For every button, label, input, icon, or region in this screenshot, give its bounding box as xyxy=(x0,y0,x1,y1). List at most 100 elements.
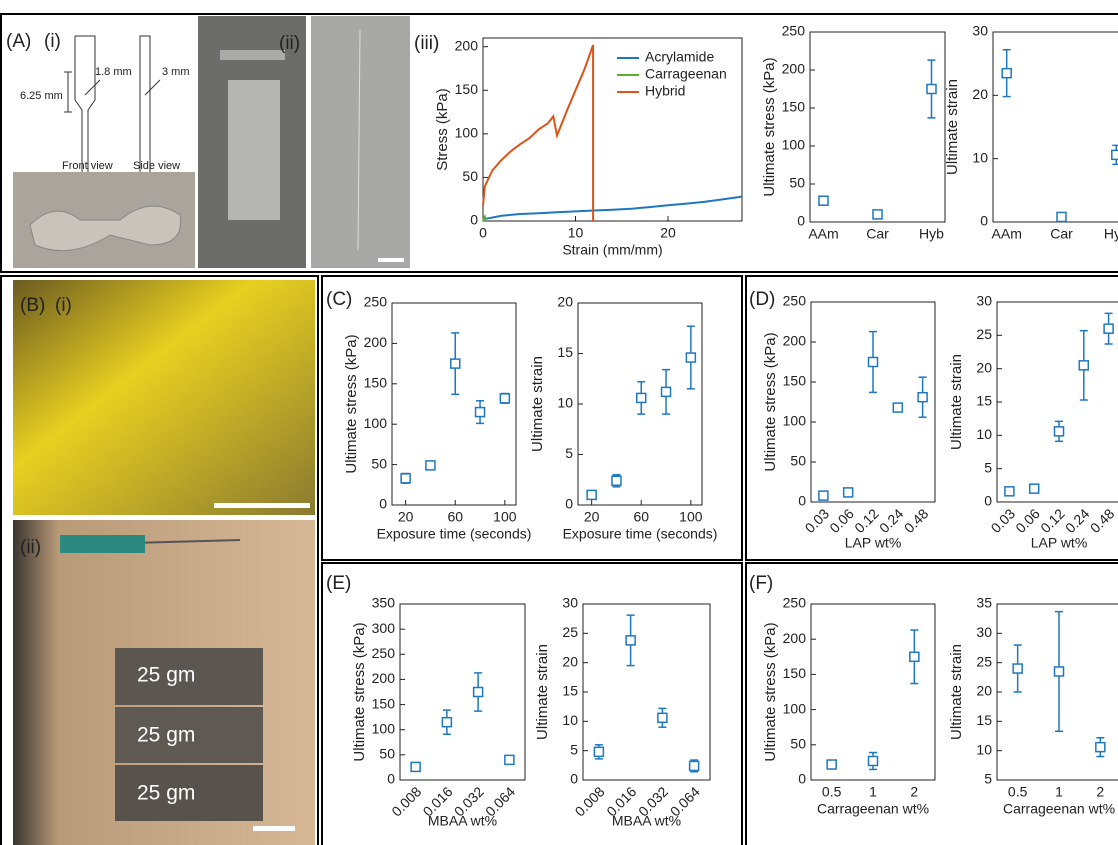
data-point xyxy=(500,394,509,403)
x-axis-label: Exposure time (seconds) xyxy=(563,526,718,542)
y-tick-label: 250 xyxy=(783,293,807,309)
x-tick-label: 0.03 xyxy=(802,505,833,536)
data-point xyxy=(662,387,671,396)
data-point xyxy=(474,688,483,697)
data-point xyxy=(505,755,514,764)
y-tick-label: 15 xyxy=(976,712,992,728)
legend-label: Hybrid xyxy=(645,83,685,99)
panel-label: (F) xyxy=(749,573,773,594)
y-tick-label: 20 xyxy=(976,683,992,699)
y-tick-label: 5 xyxy=(984,771,992,787)
data-point xyxy=(1005,487,1014,496)
specimen-drawing xyxy=(64,36,160,178)
data-point xyxy=(451,359,460,368)
panel-label: (i) xyxy=(44,31,61,52)
plot-area xyxy=(993,32,1118,222)
data-point xyxy=(827,760,836,769)
data-point xyxy=(1112,150,1118,159)
x-tick-label: 60 xyxy=(633,509,649,525)
data-point xyxy=(844,488,853,497)
data-point xyxy=(658,713,667,722)
data-point xyxy=(1030,484,1039,493)
data-point xyxy=(1096,743,1105,752)
y-tick-label: 0 xyxy=(470,212,478,228)
data-point xyxy=(411,762,420,771)
y-tick-label: 35 xyxy=(976,595,992,611)
data-point xyxy=(1079,361,1088,370)
y-axis-label: Ultimate strain xyxy=(534,644,551,740)
data-point xyxy=(1013,664,1022,673)
x-tick-label: 0 xyxy=(479,225,487,241)
panel-label: (E) xyxy=(326,573,351,594)
y-tick-label: 10 xyxy=(972,149,988,165)
y-tick-label: 200 xyxy=(455,37,479,53)
data-point xyxy=(1055,667,1064,676)
y-tick-label: 30 xyxy=(972,23,988,39)
data-point xyxy=(587,490,596,499)
y-tick-label: 25 xyxy=(976,653,992,669)
y-axis-label: Ultimate strain xyxy=(529,356,546,452)
x-tick-label: 0.008 xyxy=(388,783,424,819)
scale-bar xyxy=(214,503,310,508)
y-tick-label: 0 xyxy=(980,213,988,229)
scale-bar xyxy=(253,826,295,831)
weight-label: 25 gm xyxy=(137,664,195,687)
panel-label: (A) xyxy=(6,31,31,52)
data-point xyxy=(869,358,878,367)
x-tick-label: 0.06 xyxy=(1012,505,1043,536)
y-tick-label: 15 xyxy=(976,393,992,409)
x-axis-label: LAP wt% xyxy=(1031,535,1088,551)
y-tick-label: 150 xyxy=(372,695,396,711)
data-point xyxy=(893,403,902,412)
view-label: Front view xyxy=(62,160,113,172)
y-tick-label: 10 xyxy=(976,741,992,757)
y-tick-label: 250 xyxy=(783,595,807,611)
y-tick-label: 100 xyxy=(455,125,479,141)
y-tick-label: 0 xyxy=(984,493,992,509)
x-axis-label: Exposure time (seconds) xyxy=(377,526,532,542)
y-tick-label: 10 xyxy=(557,395,573,411)
x-tick-label: AAm xyxy=(808,226,838,242)
data-point xyxy=(1057,212,1066,221)
y-axis-label: Ultimate stress (kPa) xyxy=(761,57,778,196)
y-tick-label: 0 xyxy=(798,771,806,787)
photo-detail xyxy=(220,50,285,60)
data-point xyxy=(927,85,936,94)
data-point xyxy=(594,747,603,756)
plot-area xyxy=(400,604,525,780)
weight-label: 25 gm xyxy=(137,724,195,747)
x-tick-label: 2 xyxy=(910,784,918,800)
y-tick-label: 300 xyxy=(372,620,396,636)
y-tick-label: 0 xyxy=(570,771,578,787)
dimension-label: 1.8 mm xyxy=(95,66,132,78)
y-tick-label: 0 xyxy=(379,496,387,512)
x-tick-label: 0.008 xyxy=(572,783,608,819)
x-tick-label: 2 xyxy=(1096,784,1104,800)
y-tick-label: 200 xyxy=(783,630,807,646)
y-tick-label: 50 xyxy=(462,168,478,184)
x-tick-label: 0.06 xyxy=(826,505,857,536)
data-point xyxy=(626,636,635,645)
y-tick-label: 0 xyxy=(798,493,806,509)
x-tick-label: 100 xyxy=(493,509,517,525)
x-tick-label: 0.5 xyxy=(1008,784,1028,800)
legend-label: Carrageenan xyxy=(645,66,727,82)
y-tick-label: 5 xyxy=(570,741,578,757)
y-axis-label: Ultimate strain xyxy=(948,644,965,740)
y-tick-label: 0 xyxy=(565,496,573,512)
y-tick-label: 25 xyxy=(562,624,578,640)
x-tick-label: 0.48 xyxy=(901,505,932,536)
y-tick-label: 100 xyxy=(783,700,807,716)
x-tick-label: AAm xyxy=(992,226,1022,242)
y-axis-label: Ultimate stress (kPa) xyxy=(762,332,779,471)
data-point xyxy=(426,461,435,470)
x-axis-label: Carrageenan wt% xyxy=(817,801,929,817)
data-point xyxy=(819,196,828,205)
y-tick-label: 15 xyxy=(557,344,573,360)
y-tick-label: 15 xyxy=(562,683,578,699)
y-tick-label: 20 xyxy=(972,86,988,102)
data-point xyxy=(401,474,410,483)
y-axis-label: Ultimate stress (kPa) xyxy=(351,622,368,761)
data-point xyxy=(819,491,828,500)
data-point xyxy=(686,353,695,362)
